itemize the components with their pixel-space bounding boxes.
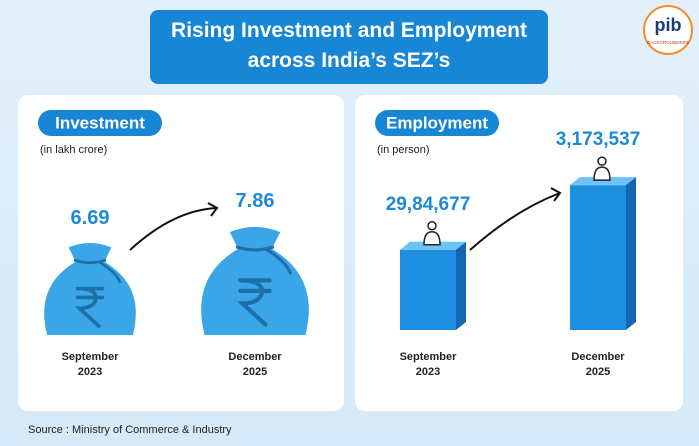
value-label: 6.69 (71, 207, 110, 229)
title: Rising Investment and Employment across … (150, 10, 548, 84)
person-body (593, 166, 611, 181)
bar (400, 249, 456, 330)
section-pill (375, 110, 499, 136)
section-pill (38, 110, 162, 136)
bar-top (570, 177, 636, 186)
person-head (427, 220, 437, 231)
category-label: December 2025 (228, 351, 282, 378)
person-body (423, 230, 441, 246)
value-label: 29,84,677 (386, 194, 471, 215)
arrow (129, 207, 218, 251)
bar (570, 185, 626, 330)
section-title: Investment (55, 113, 145, 132)
bag-tie (235, 245, 293, 275)
section-unit: (in person) (377, 144, 430, 156)
logo-name: pib (655, 15, 682, 35)
rupee (236, 278, 272, 327)
money-bag (44, 242, 136, 335)
category-label: December 2025 (571, 351, 625, 378)
section-unit: (in lakh crore) (40, 144, 107, 156)
category-label: September 2023 (400, 351, 458, 378)
section-title: Employment (386, 113, 488, 132)
money-bag (201, 226, 309, 335)
arrow-head (550, 187, 562, 202)
source: Source : Ministry of Commerce & Industry (28, 424, 232, 436)
bag-tie (73, 258, 122, 284)
bar-side (456, 241, 466, 330)
arrow (469, 192, 561, 251)
panel (18, 95, 344, 411)
value-label: 7.86 (236, 190, 275, 212)
bar-side (626, 177, 636, 330)
value-label: 3,173,537 (556, 129, 641, 150)
arrow-head (207, 202, 219, 217)
category-label: September 2023 (62, 351, 120, 378)
logo-badge (643, 5, 693, 55)
bar-top (400, 241, 466, 250)
rupee (74, 286, 105, 328)
logo-tagline: BACKGROUNDERS (647, 40, 689, 45)
person-head (597, 156, 607, 166)
